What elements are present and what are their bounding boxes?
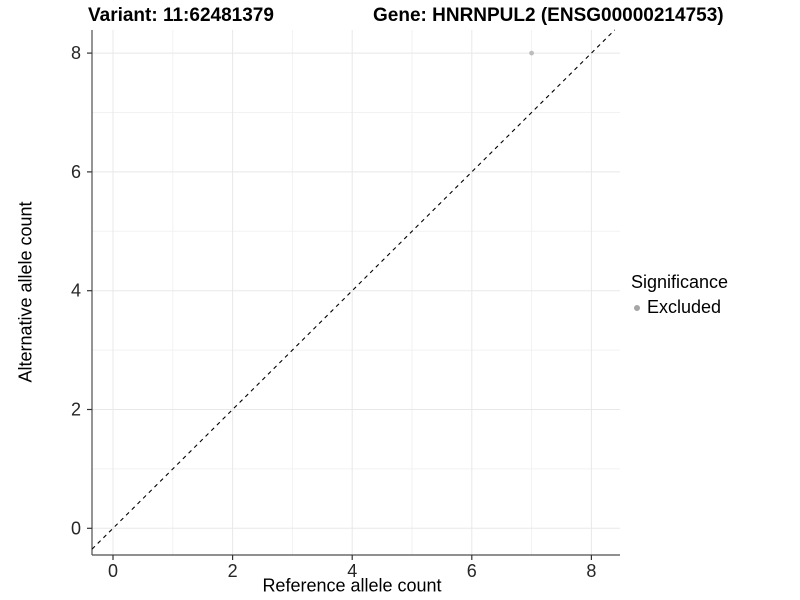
x-tick-label: 4 (347, 561, 357, 581)
legend: Significance Excluded (631, 272, 728, 318)
legend-item-excluded: Excluded (631, 297, 728, 318)
legend-item-label: Excluded (647, 297, 722, 317)
x-axis-title: Reference allele count (262, 575, 442, 596)
data-point (529, 50, 534, 56)
y-axis-title: Alternative allele count (15, 201, 36, 383)
y-tick-label: 6 (71, 162, 81, 182)
x-tick-label: 2 (228, 561, 238, 581)
plot-title-gene: Gene: HNRNPUL2 (ENSG00000214753) (373, 5, 724, 26)
x-tick-label: 8 (586, 561, 596, 581)
y-tick-label: 4 (71, 281, 81, 301)
y-tick-label: 8 (71, 43, 81, 63)
x-tick-label: 6 (467, 561, 477, 581)
x-tick-label: 0 (108, 561, 118, 581)
legend-title: Significance (631, 272, 729, 292)
legend-swatch-excluded (634, 304, 640, 311)
identity-line (91, 29, 616, 550)
y-tick-label: 2 (71, 400, 81, 420)
plot-title-variant: Variant: 11:62481379 (88, 5, 274, 26)
y-tick-label: 0 (71, 518, 81, 538)
